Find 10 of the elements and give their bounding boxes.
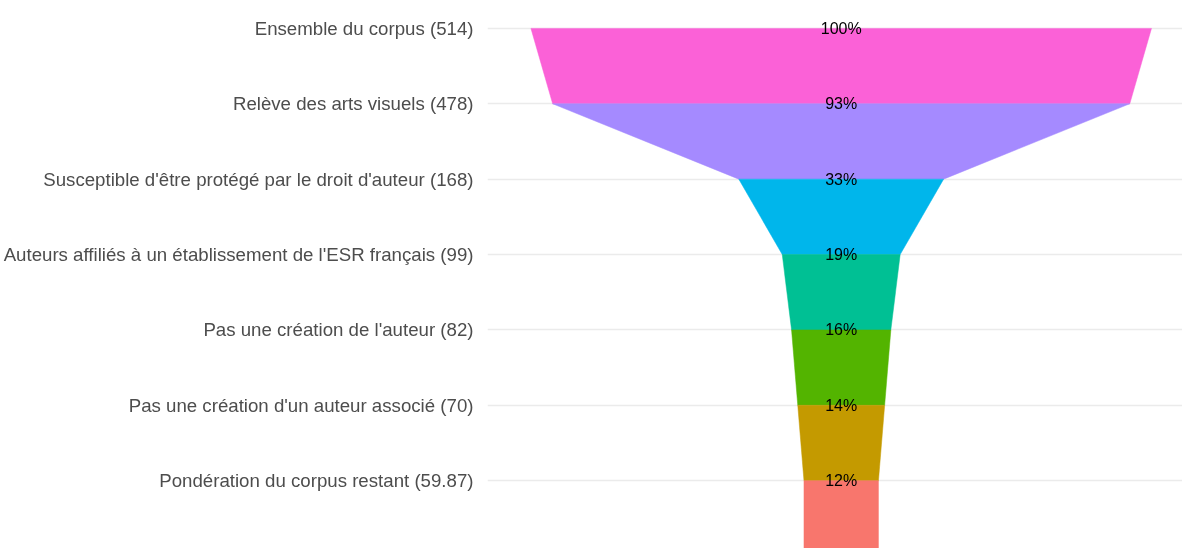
- category-label: Relève des arts visuels (478): [232, 93, 474, 115]
- category-label: Pondération du corpus restant (59.87): [159, 470, 474, 492]
- category-label: Pas une création de l'auteur (82): [203, 319, 474, 341]
- data-label: 93%: [825, 95, 858, 113]
- category-label: Ensemble du corpus (514): [254, 17, 474, 39]
- category-label: Pas une création d'un auteur associé (70): [128, 394, 474, 416]
- category-label: Auteurs affiliés à un établissement de l'ESR français (99): [3, 244, 474, 266]
- data-label: 19%: [825, 246, 858, 264]
- data-label: 12%: [825, 472, 858, 490]
- category-label: Susceptible d'être protégé par le droit d'auteur (168): [43, 168, 474, 190]
